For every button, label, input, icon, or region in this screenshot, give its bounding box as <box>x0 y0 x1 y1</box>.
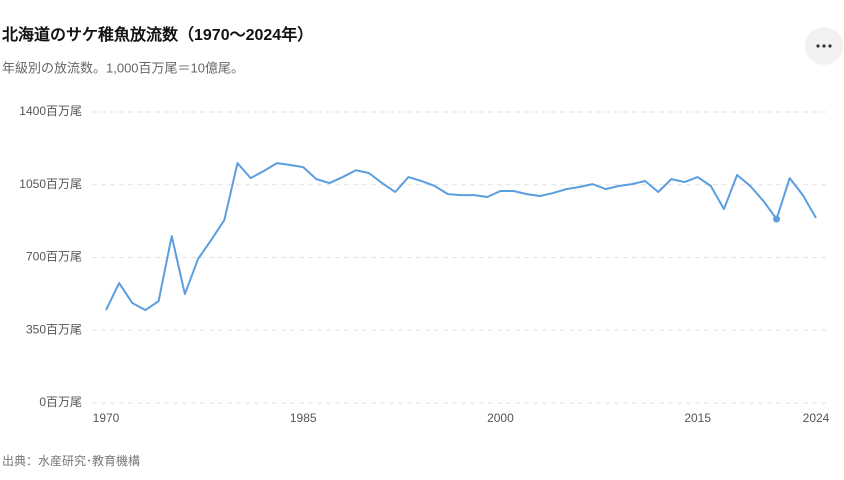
y-tick-label: 1400百万尾 <box>19 104 82 118</box>
menu-dot <box>822 44 826 48</box>
y-tick-label: 350百万尾 <box>26 322 82 336</box>
menu-dot <box>828 44 832 48</box>
menu-dot <box>816 44 820 48</box>
y-tick-label: 1050百万尾 <box>19 177 82 191</box>
y-tick-label: 0百万尾 <box>39 395 82 409</box>
highlight-point <box>773 215 781 223</box>
chart-title: 北海道のサケ稚魚放流数（1970〜2024年） <box>2 25 313 44</box>
menu-button[interactable] <box>805 27 843 65</box>
x-tick-label: 2024 <box>803 411 830 425</box>
source: 出典：水産研究･教育機構 <box>2 453 140 468</box>
data-line <box>105 162 817 312</box>
x-tick-label: 2015 <box>684 411 711 425</box>
x-tick-label: 2000 <box>487 411 514 425</box>
chart-subtitle: 年級別の放流数。1,000百万尾＝10億尾。 <box>2 60 244 75</box>
y-tick-label: 700百万尾 <box>26 250 82 264</box>
x-tick-label: 1970 <box>93 411 120 425</box>
x-tick-label: 1985 <box>290 411 317 425</box>
